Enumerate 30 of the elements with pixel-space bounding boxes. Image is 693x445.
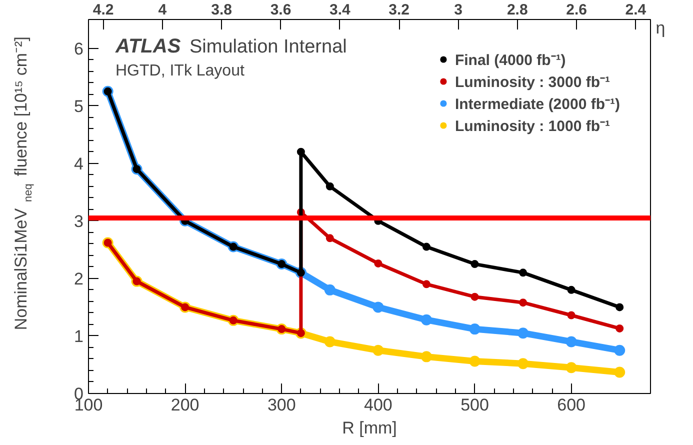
y-tick-label: 3 [74, 212, 84, 231]
x2-tick-label: 4 [158, 2, 168, 18]
x2-tick-label: 4.2 [92, 2, 114, 18]
annotation: HGTD, ITk Layout [116, 62, 245, 80]
y-tick-label: 4 [74, 154, 84, 174]
x2-tick-label: 2.4 [625, 2, 647, 18]
y-tick-label: 6 [74, 39, 84, 58]
y-tick-label: 1 [74, 326, 84, 346]
x2-tick-label: 3.4 [329, 2, 352, 18]
x2-tick-label: 3.8 [211, 2, 232, 18]
x2-tick-label: 2.8 [506, 2, 528, 18]
x-tick-label: 300 [267, 396, 296, 414]
legend-label: Final (4000 fb⁻¹) [454, 51, 566, 69]
x2-tick-label: 3.2 [388, 2, 410, 18]
x2-tick-label: 3.6 [270, 2, 292, 18]
x2-axis-title: η [656, 18, 666, 38]
x2-tick-label: 3 [454, 2, 462, 18]
annotation: ATLAS Simulation Internal [114, 36, 347, 58]
legend-label: Luminosity : 3000 fb⁻¹ [454, 73, 610, 91]
x-tick-label: 200 [170, 396, 200, 414]
x-axis-title: R [mm] [342, 418, 397, 438]
y-tick-label: 5 [74, 96, 84, 116]
y-axis-title: NominalSi1MeVneq fluence [10¹⁵ cm⁻²] [12, 36, 34, 330]
x2-tick-label: 2.6 [566, 2, 587, 18]
legend-label: Luminosity : 1000 fb⁻¹ [454, 117, 610, 135]
x-tick-label: 600 [557, 396, 586, 414]
legend-label: Intermediate (2000 fb⁻¹) [454, 95, 620, 113]
x-tick-label: 500 [460, 396, 489, 414]
x-tick-label: 400 [364, 396, 392, 414]
y-tick-label: 2 [74, 269, 84, 288]
